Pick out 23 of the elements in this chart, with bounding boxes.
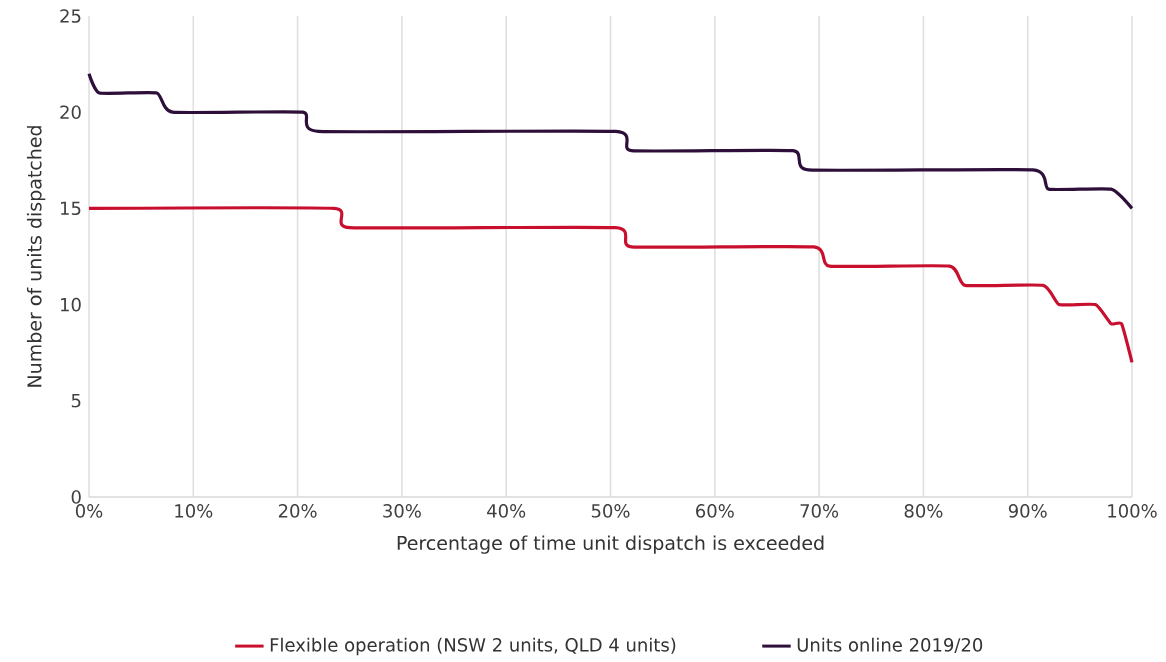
y-axis-title: Number of units dispatched bbox=[26, 126, 46, 387]
y-tick-label: 15 bbox=[61, 201, 81, 216]
y-tick-label: 20 bbox=[60, 105, 81, 119]
x-tick-label: 30% bbox=[383, 504, 421, 518]
x-tick-label: 40% bbox=[487, 504, 526, 518]
y-tick-label: 10 bbox=[61, 297, 81, 312]
x-tick-label: 80% bbox=[904, 504, 943, 518]
x-tick-label: 50% bbox=[591, 504, 630, 518]
legend-label: Units online 2019/20 bbox=[797, 637, 983, 654]
line-series bbox=[87, 206, 1134, 364]
x-tick-label: 60% bbox=[696, 504, 734, 518]
line-series bbox=[87, 72, 1134, 210]
x-tick-label: 20% bbox=[278, 504, 317, 518]
x-tick-label: 90% bbox=[1008, 504, 1047, 518]
x-axis-title: Percentage of time unit dispatch is exceeded bbox=[397, 535, 824, 554]
y-tick-label: 5 bbox=[71, 394, 81, 408]
x-tick-label: 100% bbox=[1108, 504, 1157, 518]
y-tick-label: 25 bbox=[60, 9, 81, 23]
x-tick-label: 70% bbox=[800, 504, 839, 518]
legend-label: Flexible operation (NSW 2 units, QLD 4 units) bbox=[270, 637, 676, 656]
x-tick-label: 0% bbox=[75, 504, 103, 518]
y-tick-label: 0 bbox=[71, 490, 81, 504]
x-tick-label: 10% bbox=[175, 504, 213, 518]
